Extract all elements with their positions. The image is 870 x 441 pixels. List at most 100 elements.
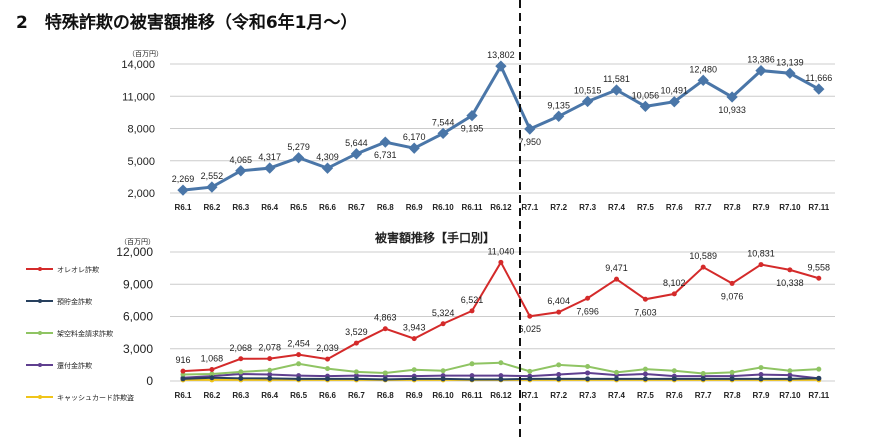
data-point [642,376,648,382]
data-point [556,362,562,368]
data-point [440,321,446,327]
data-point [321,162,334,174]
x-tick-label: R6.6 [319,391,336,400]
data-point [758,376,764,382]
x-tick-label: R6.3 [232,391,249,400]
data-label: 2,454 [287,339,310,349]
x-tick-label: R6.3 [232,203,249,212]
data-label: 7,950 [519,137,542,147]
data-point [177,184,189,196]
data-label: 4,065 [230,155,253,165]
x-tick-label: R7.1 [521,391,538,400]
data-label: 2,068 [230,343,253,353]
data-point [700,376,706,382]
x-tick-label: R7.7 [695,391,712,400]
data-point [238,356,244,362]
data-point [527,313,533,319]
data-point [411,336,417,342]
data-point [180,368,186,374]
data-point [440,368,446,374]
data-point [700,370,706,376]
data-point [585,295,591,301]
data-point [267,356,273,362]
y-tick-label: 2,000 [127,188,155,200]
data-point [787,368,793,374]
data-label: 2,078 [258,343,281,353]
data-point [209,371,215,377]
data-label: 7,603 [634,307,657,317]
y-tick-label: 14,000 [121,59,155,71]
data-label: 10,056 [632,90,660,100]
data-label: 11,040 [487,246,514,256]
x-tick-label: R6.11 [462,203,483,212]
data-point [267,375,273,381]
data-label: 7,544 [432,117,455,127]
data-point [784,67,796,79]
data-label: 2,552 [201,171,224,181]
y-tick-label: 11,000 [122,91,155,103]
data-label: 13,386 [747,55,775,65]
data-point [238,375,244,381]
data-point [379,136,391,148]
x-tick-label: R6.5 [290,203,307,212]
data-point [700,264,706,270]
y-axis-unit: （百万円） [120,238,155,246]
x-tick-label: R6.9 [406,203,423,212]
x-tick-label: R6.4 [261,391,278,400]
data-point [642,371,648,377]
data-label: 9,135 [547,100,570,110]
y-axis-unit: （百万円） [128,50,163,58]
data-point [498,360,504,366]
data-label: 13,802 [487,50,515,60]
x-tick-label: R7.10 [779,203,801,212]
x-tick-label: R7.2 [550,391,567,400]
data-label: 7,696 [576,306,599,316]
data-label: 6,731 [374,150,397,160]
data-point [581,95,594,108]
x-tick-label: R6.10 [432,391,454,400]
data-point [408,142,420,154]
data-label: 916 [175,355,190,365]
data-point [813,83,825,95]
data-point [411,376,417,382]
data-label: 12,480 [689,64,717,74]
data-label: 11,581 [603,74,630,84]
data-point [729,280,735,286]
data-point [556,309,562,315]
y-tick-label: 0 [146,374,153,388]
chart-title: 被害額推移【手口別】 [375,230,495,245]
data-label: 10,491 [661,86,689,96]
data-label: 9,076 [721,291,744,301]
data-point [296,352,302,358]
x-tick-label: R6.4 [261,203,278,212]
data-point [264,162,276,174]
x-tick-label: R7.9 [753,203,770,212]
legend-label: 架空料金請求詐欺 [57,329,113,338]
data-label: 4,863 [374,313,397,323]
data-label: 10,338 [776,278,804,288]
data-point [353,369,359,375]
legend-marker [38,395,42,399]
data-point [614,276,619,282]
data-label: 4,317 [258,152,281,162]
x-tick-label: R7.3 [579,391,596,400]
data-point [614,369,619,375]
data-point [206,181,218,193]
x-tick-label: R6.7 [348,391,365,400]
data-point [296,361,302,367]
data-point [642,366,648,372]
x-tick-label: R6.6 [319,203,336,212]
y-tick-label: 3,000 [123,342,153,356]
data-point [498,376,504,382]
data-point [437,127,449,140]
legend-label: キャッシュカード詐欺盗 [57,393,134,402]
data-point [296,376,302,382]
data-label: 1,068 [201,354,224,364]
data-point [325,376,330,382]
data-point [353,340,359,346]
data-point [209,367,215,373]
data-point [325,356,330,362]
x-tick-label: R7.11 [808,391,829,400]
x-tick-label: R6.8 [377,203,394,212]
